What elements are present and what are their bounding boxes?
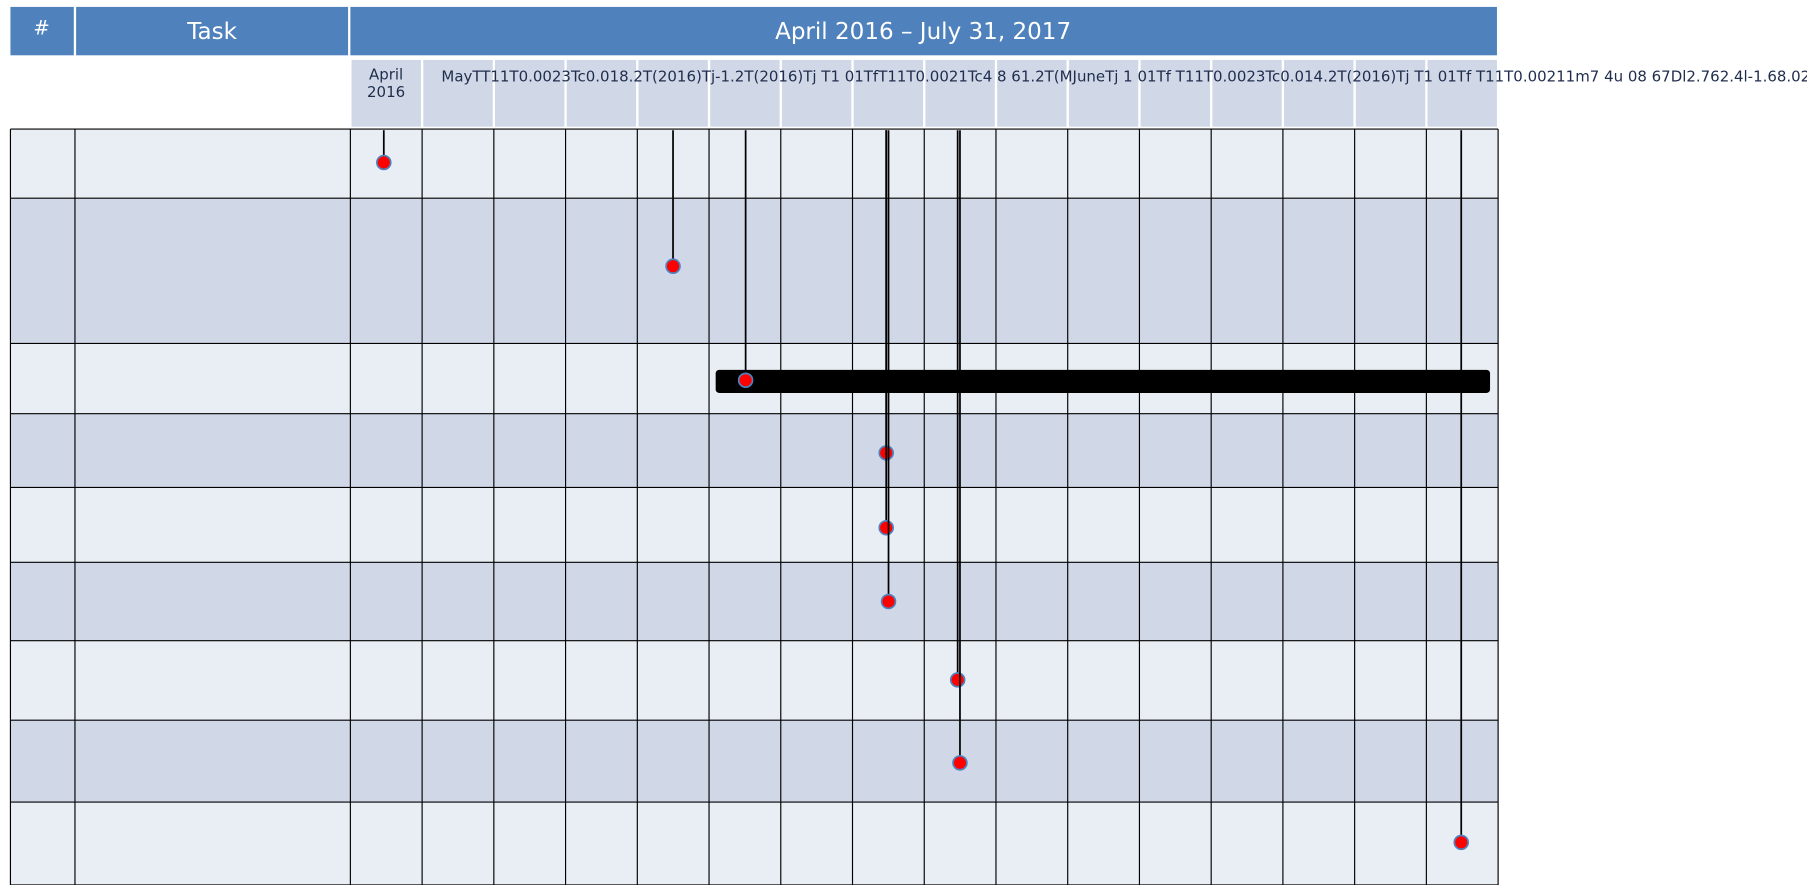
- milestone: [737, 372, 754, 389]
- range-header: April 2016 – July 31, 2017: [775, 19, 1071, 45]
- month-cell: [997, 59, 1067, 127]
- month-label: MayTT11T0.0023Tc0.018.2T(2016)Tj-1.2T(20…: [441, 68, 1807, 86]
- month-cell: [781, 59, 852, 127]
- row: [10, 562, 1499, 641]
- month-label: April 2016: [367, 66, 406, 102]
- month-cell: [710, 59, 780, 127]
- month-cell: [925, 59, 995, 127]
- header-cell: [10, 6, 74, 56]
- task-bar: [715, 369, 1491, 393]
- month-cell: [566, 59, 637, 127]
- grid: [9, 59, 1499, 885]
- milestone: [665, 258, 681, 274]
- milestone: [949, 672, 966, 688]
- month-cell: [1140, 59, 1211, 127]
- milestone: [880, 593, 897, 610]
- month-cell: April 2016: [367, 66, 406, 102]
- row: [10, 720, 1499, 803]
- month-cell: [853, 59, 924, 127]
- row: [10, 129, 1499, 199]
- row: [10, 487, 1499, 563]
- month-cell: [1355, 59, 1426, 127]
- month-cell: [638, 59, 708, 127]
- month-cell: [1427, 59, 1497, 127]
- milestone: [376, 154, 392, 171]
- milestone: [1453, 834, 1470, 851]
- milestone: [952, 755, 968, 771]
- row: [10, 198, 1499, 344]
- row: [10, 413, 1499, 488]
- number-header: #: [33, 16, 49, 39]
- month-cell: [1068, 59, 1139, 127]
- month-cell: [494, 59, 565, 127]
- row: [10, 802, 1499, 885]
- month-cell: [1212, 59, 1282, 127]
- month-cell: [351, 59, 421, 127]
- milestone: [878, 519, 894, 536]
- month-cell: [1284, 59, 1354, 127]
- month-cell: [423, 59, 493, 127]
- row: [10, 640, 1499, 721]
- task-header: Task: [186, 19, 237, 45]
- header-cell: [76, 6, 349, 56]
- header-cell: [350, 6, 1497, 56]
